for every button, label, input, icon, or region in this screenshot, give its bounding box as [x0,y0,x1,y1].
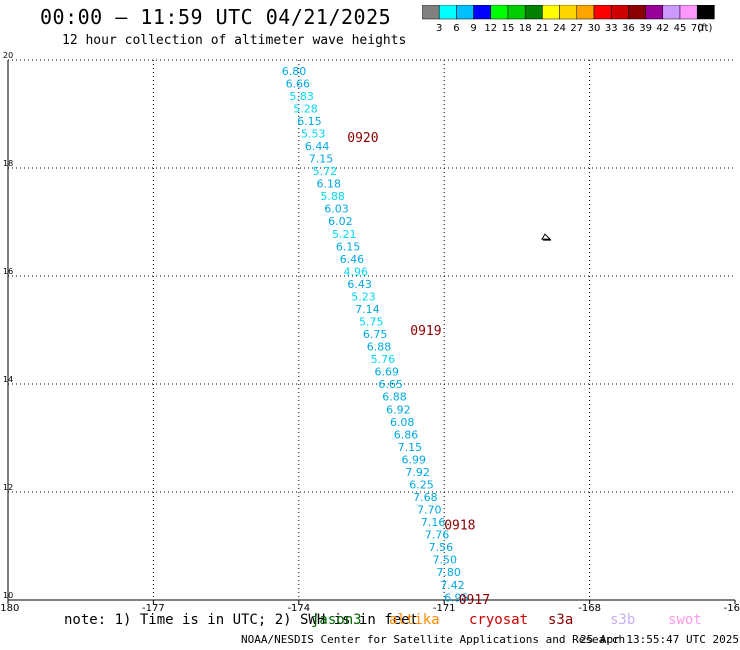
chart-title: 00:00 – 11:59 UTC 04/21/2025 [40,5,392,29]
wave-height-value: 6.69 [374,366,399,379]
credit-line: NOAA/NESDIS Center for Satellite Applica… [241,633,626,646]
island-marker [541,233,552,241]
colorbar-label: 36 [622,23,635,34]
colorbar-label: 15 [502,23,515,34]
colorbar-label: 45 [674,23,687,34]
wave-height-value: 7.15 [309,153,334,166]
track-time-label: 0917 [459,593,490,608]
wave-height-value: 6.88 [382,391,407,404]
wave-height-value: 6.44 [305,140,330,153]
wave-height-value: 6.02 [328,215,353,228]
wave-height-value: 5.21 [332,228,357,241]
wave-height-value: 6.75 [363,328,388,341]
track-time-label: 0918 [444,518,475,533]
generation-timestamp: 25 Apr 13:55:47 UTC 2025 [580,633,739,646]
y-tick-label: 18 [3,159,13,168]
wave-height-value: 6.15 [297,115,322,128]
wave-height-value: 7.76 [425,529,450,542]
colorbar-label: 6 [453,23,459,34]
colorbar-label: 39 [639,23,652,34]
wave-height-value: 7.70 [417,504,442,517]
track-time-label: 0919 [410,324,441,339]
wave-height-value: 5.88 [320,190,345,203]
y-tick-label: 10 [3,591,13,600]
colorbar-label: 24 [553,23,566,34]
x-tick-label: -174 [287,603,310,612]
x-tick-label: -180 [0,603,19,612]
satellite-label-s3a: s3a [548,612,574,628]
wave-height-value: 7.56 [429,541,454,554]
colorbar-label: 33 [605,23,618,34]
wave-height-value: 6.43 [347,278,372,291]
wave-height-value: 6.92 [386,403,411,416]
colorbar-swatch [696,5,715,20]
wave-height-value: 7.42 [440,579,465,592]
wave-height-value: 6.95 [444,591,469,604]
colorbar-unit: (ft) [697,23,712,34]
y-tick-label: 12 [3,483,13,492]
color-legend: 3 6 9 12 15 18 21 24 27 30 33 36 39 42 45 70(ft) [422,5,715,34]
wave-height-value: 7.80 [436,566,461,579]
wave-height-value: 5.76 [371,353,396,366]
wave-height-value: 6.99 [402,453,427,466]
colorbar-label: 9 [470,23,476,34]
wave-height-value: 6.18 [316,178,341,191]
wave-height-value: 6.65 [378,378,403,391]
chart-subtitle: 12 hour collection of altimeter wave hei… [62,33,407,48]
satellite-label-jason3: jason3 [311,612,362,628]
wave-height-value: 7.15 [398,441,423,454]
wave-height-value: 5.23 [351,290,376,303]
wave-height-value: 5.72 [313,165,338,178]
colorbar-label: 12 [484,23,497,34]
wave-height-value: 5.83 [289,90,314,103]
wave-height-value: 7.16 [421,516,446,529]
wave-height-value: 5.53 [301,127,326,140]
colorbar-label: 3 [436,23,442,34]
satellite-label-cryosat: cryosat [469,612,529,628]
footer-note: note: 1) Time is in UTC; 2) SWH is in fe… [64,612,419,628]
satellite-label-swot: swot [668,612,702,628]
x-tick-label: -177 [142,603,165,612]
wave-height-value: 6.86 [394,428,419,441]
wave-height-value: 7.68 [413,491,438,504]
wave-height-value: 5.28 [293,102,318,115]
colorbar-label: 42 [656,23,669,34]
wave-height-value: 4.96 [344,265,369,278]
wave-height-value: 6.88 [367,341,392,354]
track-time-label: 0920 [347,131,378,146]
y-tick-label: 14 [3,375,13,384]
colorbar-label: 18 [519,23,532,34]
x-tick-label: -171 [433,603,456,612]
colorbar-label: 70 [691,23,704,34]
colorbar-label: 21 [536,23,549,34]
wave-height-value: 6.46 [340,253,365,266]
colorbar-label: 30 [588,23,601,34]
wave-height-plot: -180 -177 -174 -171 -168 -165 20 18 16 14 12 10 6.80… [0,51,740,612]
wave-height-value: 7.50 [432,554,457,567]
y-tick-label: 20 [3,51,13,60]
x-tick-label: -165 [724,603,740,612]
wave-height-value: 6.08 [390,416,415,429]
colorbar-label: 27 [570,23,583,34]
wave-height-value: 7.14 [355,303,380,316]
wave-height-value: 6.80 [282,65,307,78]
wave-height-value: 6.15 [336,240,361,253]
y-tick-label: 16 [3,267,13,276]
x-tick-label: -168 [578,603,601,612]
wave-height-value: 6.25 [409,478,434,491]
wave-height-value: 6.03 [324,203,349,216]
wave-height-value: 6.66 [286,77,311,90]
wave-height-value: 5.75 [359,316,384,329]
wave-height-value: 7.92 [405,466,430,479]
satellite-label-s3b: s3b [610,612,636,628]
satellite-label-altika: altika [389,612,440,628]
